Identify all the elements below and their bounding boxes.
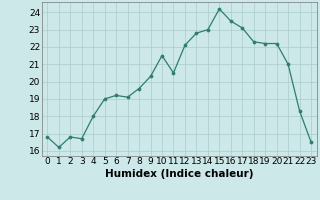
X-axis label: Humidex (Indice chaleur): Humidex (Indice chaleur): [105, 169, 253, 179]
